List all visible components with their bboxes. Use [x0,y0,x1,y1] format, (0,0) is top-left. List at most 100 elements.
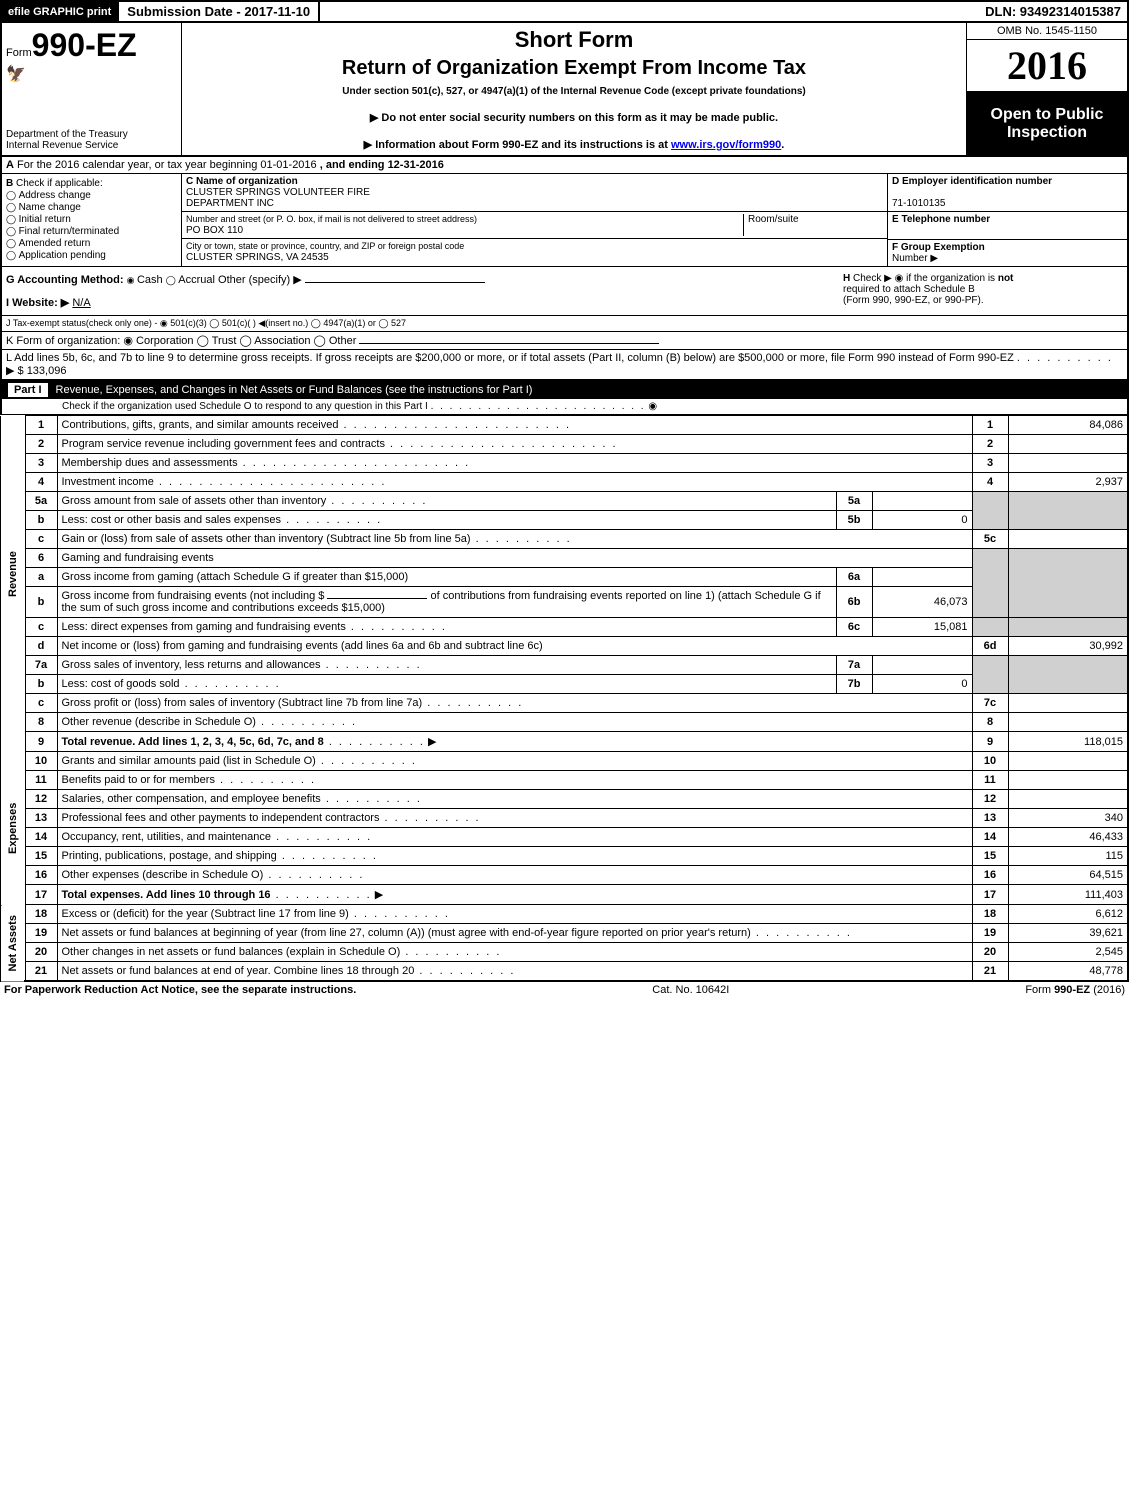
desc-6a: Gross income from gaming (attach Schedul… [62,571,409,583]
right-block: OMB No. 1545-1150 2016 Open to Public In… [967,23,1127,155]
desc-7b: Less: cost of goods sold [62,678,180,690]
desc-17: Total expenses. Add lines 10 through 16 [62,889,271,901]
val-10 [1008,752,1128,771]
desc-18: Excess or (deficit) for the year (Subtra… [62,908,349,920]
val-21: 48,778 [1008,962,1128,982]
desc-7a: Gross sales of inventory, less returns a… [62,659,321,671]
g-cash[interactable]: Cash [127,274,163,286]
block-b-c-d: B Check if applicable: Address change Na… [0,174,1129,267]
city-label: City or town, state or province, country… [186,241,464,251]
part-1-label: Part I [8,383,48,397]
desc-14: Occupancy, rent, utilities, and maintena… [62,831,272,843]
val-12 [1008,790,1128,809]
h-text2: required to attach Schedule B [843,284,975,295]
ln-15: 15 [25,847,57,866]
subval-7a [872,656,972,675]
footer-right-pre: Form [1025,984,1054,996]
check-name[interactable]: Name change [6,202,177,213]
department-label: Department of the Treasury Internal Reve… [6,129,177,151]
val-13: 340 [1008,809,1128,828]
numlbl-12: 12 [972,790,1008,809]
check-final[interactable]: Final return/terminated [6,226,177,237]
numlbl-20: 20 [972,943,1008,962]
sub-6c: 6c [836,618,872,637]
desc-19: Net assets or fund balances at beginning… [62,927,751,939]
desc-8: Other revenue (describe in Schedule O) [62,716,256,728]
val-20: 2,545 [1008,943,1128,962]
open-line1: Open to Public [969,106,1125,124]
org-name-2: DEPARTMENT INC [186,198,274,209]
g-accrual[interactable]: Accrual [166,274,215,286]
line-l: L Add lines 5b, 6c, and 7b to line 9 to … [0,350,1129,381]
lines-table: Revenue 1 Contributions, gifts, grants, … [0,415,1129,982]
l-amount: ▶ $ 133,096 [6,365,66,377]
numlbl-15: 15 [972,847,1008,866]
form-header: Form990-EZ 🦅 Department of the Treasury … [0,23,1129,157]
h-text3: (Form 990, 990-EZ, or 990-PF). [843,295,984,306]
check-address[interactable]: Address change [6,190,177,201]
numlbl-9: 9 [972,732,1008,752]
part-1-sub: Check if the organization used Schedule … [0,399,1129,415]
print-button[interactable]: efile GRAPHIC print [2,2,117,21]
city-value: CLUSTER SPRINGS, VA 24535 [186,252,329,263]
irs-link[interactable]: www.irs.gov/form990 [671,139,781,151]
val-1: 84,086 [1008,416,1128,435]
desc-10: Grants and similar amounts paid (list in… [62,755,316,767]
shade-7 [972,656,1008,694]
ln-7c: c [25,694,57,713]
ln-5c: c [25,530,57,549]
spacer [320,2,979,21]
cal-year-ending: , and ending 12-31-2016 [320,159,444,171]
g-label: G Accounting Method: [6,274,124,286]
val-14: 46,433 [1008,828,1128,847]
val-17: 111,403 [1008,885,1128,905]
val-8 [1008,713,1128,732]
ln-3: 3 [25,454,57,473]
sub-7b: 7b [836,675,872,694]
desc-13: Professional fees and other payments to … [62,812,380,824]
desc-7c: Gross profit or (loss) from sales of inv… [62,697,423,709]
h-label: H [843,273,850,284]
numlbl-11: 11 [972,771,1008,790]
footer-mid: Cat. No. 10642I [652,984,729,996]
desc-6: Gaming and fundraising events [62,552,214,564]
h-text1: Check ▶ ◉ if the organization is [853,273,998,284]
ln-6: 6 [25,549,57,568]
check-amended[interactable]: Amended return [6,238,177,249]
tax-year: 2016 [967,40,1127,92]
desc-5b: Less: cost or other basis and sales expe… [62,514,282,526]
check-initial[interactable]: Initial return [6,214,177,225]
under-section: Under section 501(c), 527, or 4947(a)(1)… [188,86,960,97]
f-label2: Number [892,253,928,264]
l-text: L Add lines 5b, 6c, and 7b to line 9 to … [6,352,1014,364]
val-15: 115 [1008,847,1128,866]
ln-17: 17 [25,885,57,905]
desc-1: Contributions, gifts, grants, and simila… [62,419,572,431]
numlbl-7c: 7c [972,694,1008,713]
desc-4: Investment income [62,476,387,488]
g-other[interactable]: Other (specify) ▶ [218,274,302,286]
numlbl-10: 10 [972,752,1008,771]
f-label: F Group Exemption [892,242,985,253]
subval-5a [872,492,972,511]
numlbl-18: 18 [972,905,1008,924]
desc-12: Salaries, other compensation, and employ… [62,793,321,805]
numlbl-14: 14 [972,828,1008,847]
dept-irs: Internal Revenue Service [6,140,177,151]
numlbl-19: 19 [972,924,1008,943]
addr-value: PO BOX 110 [186,225,243,236]
desc-15: Printing, publications, postage, and shi… [62,850,277,862]
desc-11: Benefits paid to or for members [62,774,215,786]
desc-6b-pre: Gross income from fundraising events (no… [62,590,328,602]
shade-6c [972,618,1008,637]
open-line2: Inspection [969,124,1125,142]
ln-21: 21 [25,962,57,982]
check-pending[interactable]: Application pending [6,250,177,261]
instruction-info: Information about Form 990-EZ and its in… [188,138,960,151]
ln-2: 2 [25,435,57,454]
val-5c [1008,530,1128,549]
subval-5b: 0 [872,511,972,530]
subval-6c: 15,081 [872,618,972,637]
ln-9: 9 [25,732,57,752]
val-3 [1008,454,1128,473]
